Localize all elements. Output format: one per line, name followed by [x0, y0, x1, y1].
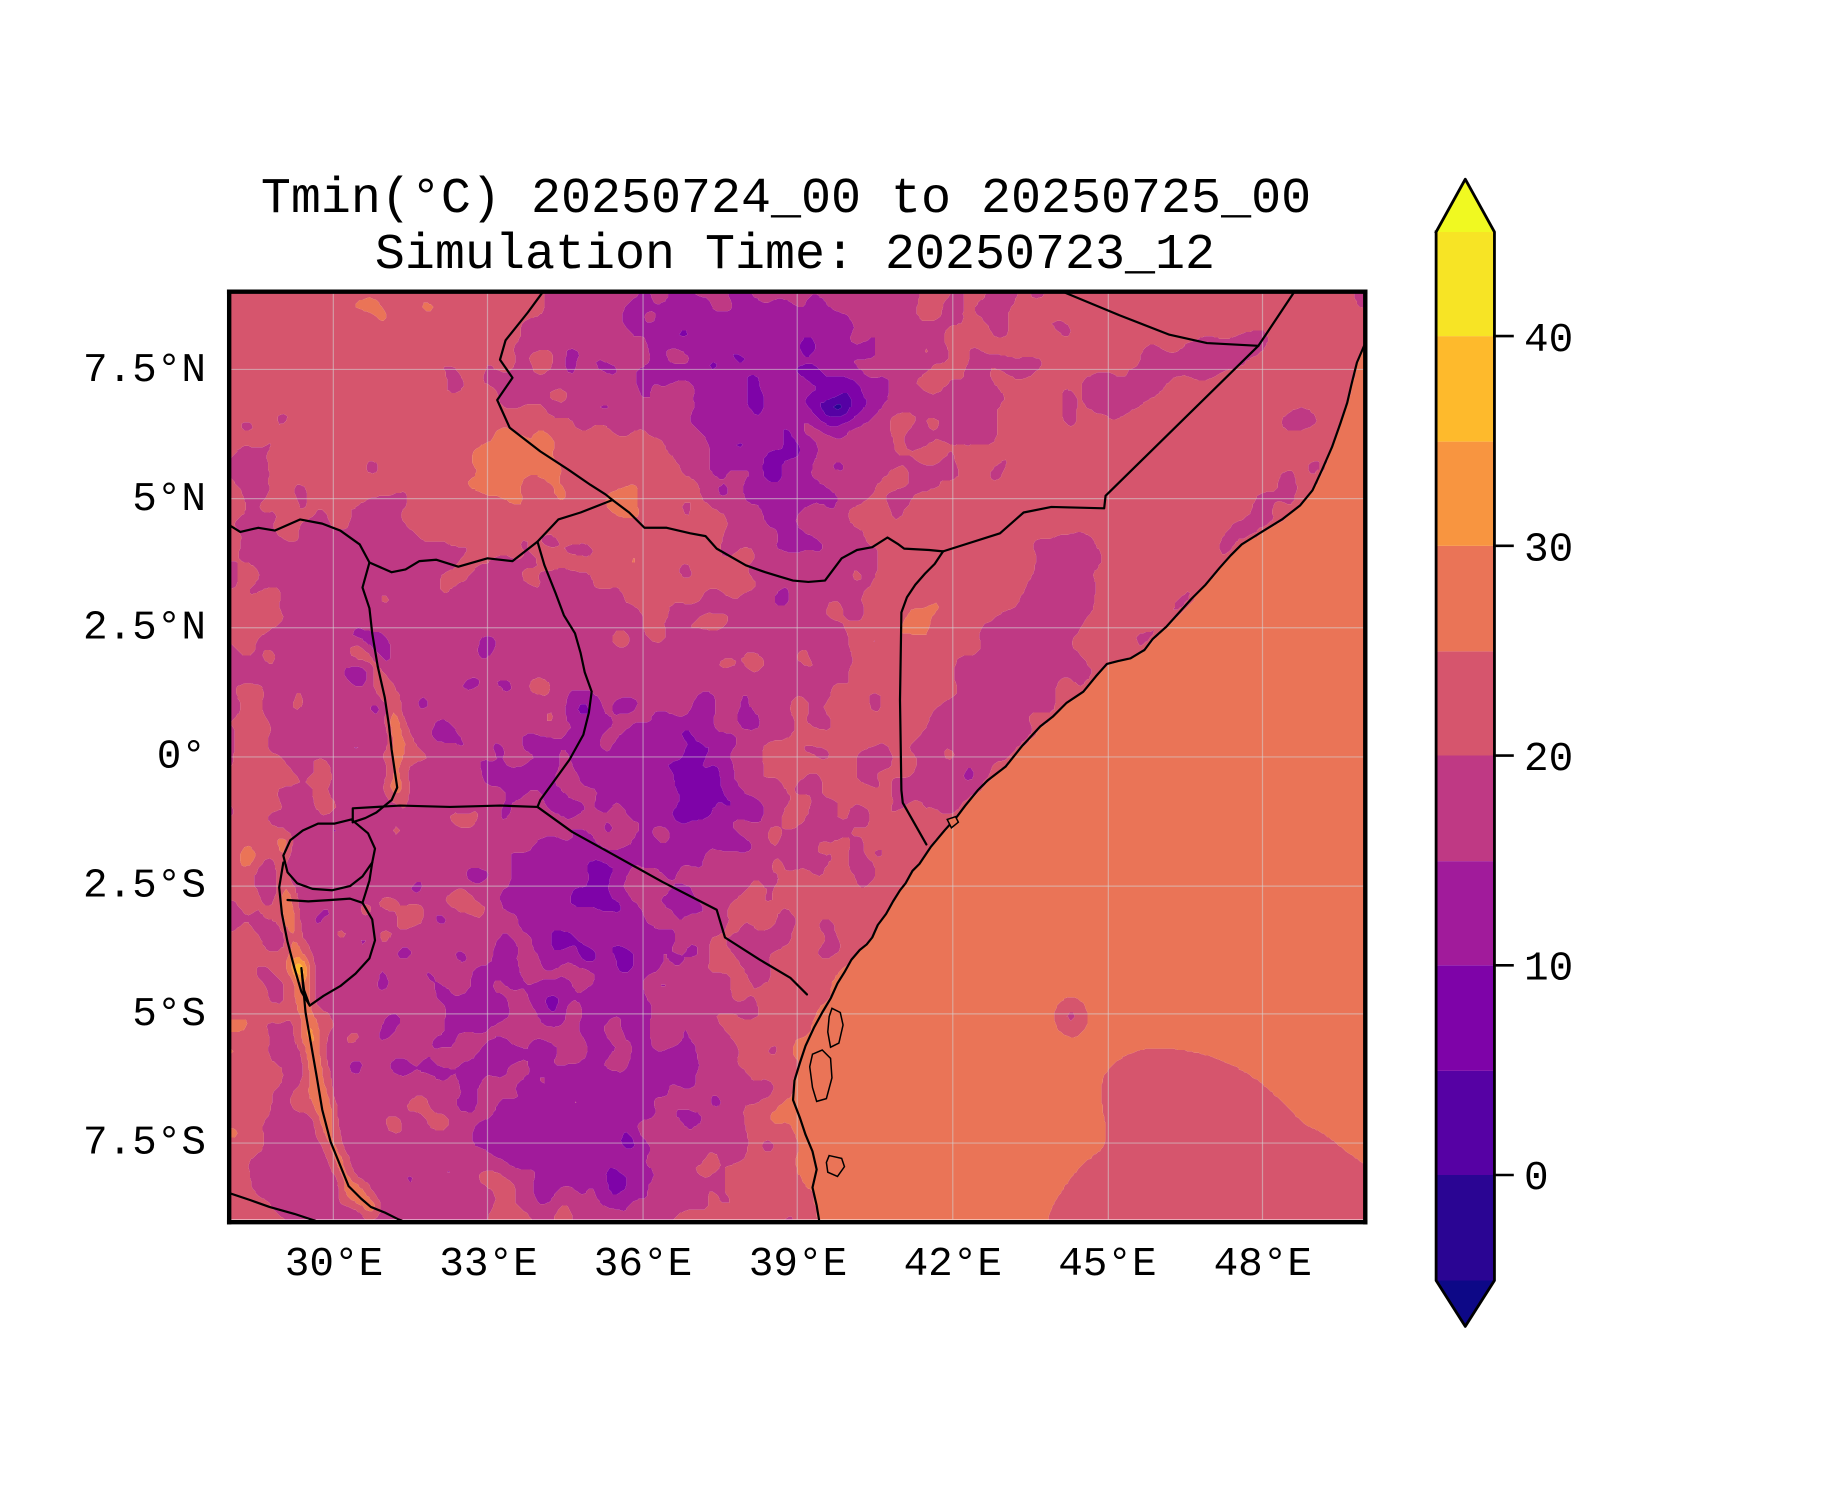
svg-text:0: 0 [1524, 1156, 1549, 1202]
svg-text:30: 30 [1524, 527, 1573, 573]
svg-text:20: 20 [1524, 737, 1573, 783]
svg-text:Simulation Time: 20250723_12: Simulation Time: 20250723_12 [375, 227, 1215, 284]
svg-text:39°E: 39°E [749, 1242, 847, 1288]
svg-text:0°: 0° [157, 735, 206, 781]
svg-text:7.5°N: 7.5°N [83, 348, 206, 394]
svg-text:7.5°S: 7.5°S [83, 1121, 206, 1167]
svg-text:Tmin(°C) 20250724_00 to 202507: Tmin(°C) 20250724_00 to 20250725_00 [261, 171, 1311, 228]
svg-text:5°N: 5°N [132, 477, 206, 523]
svg-text:40: 40 [1524, 318, 1573, 364]
svg-text:33°E: 33°E [439, 1242, 537, 1288]
svg-text:45°E: 45°E [1058, 1242, 1156, 1288]
svg-text:5°S: 5°S [132, 992, 206, 1038]
svg-text:10: 10 [1524, 947, 1573, 993]
svg-text:42°E: 42°E [904, 1242, 1002, 1288]
svg-text:36°E: 36°E [594, 1242, 692, 1288]
svg-text:2.5°N: 2.5°N [83, 606, 206, 652]
svg-text:2.5°S: 2.5°S [83, 863, 206, 909]
svg-text:48°E: 48°E [1214, 1242, 1312, 1288]
svg-text:30°E: 30°E [285, 1242, 383, 1288]
